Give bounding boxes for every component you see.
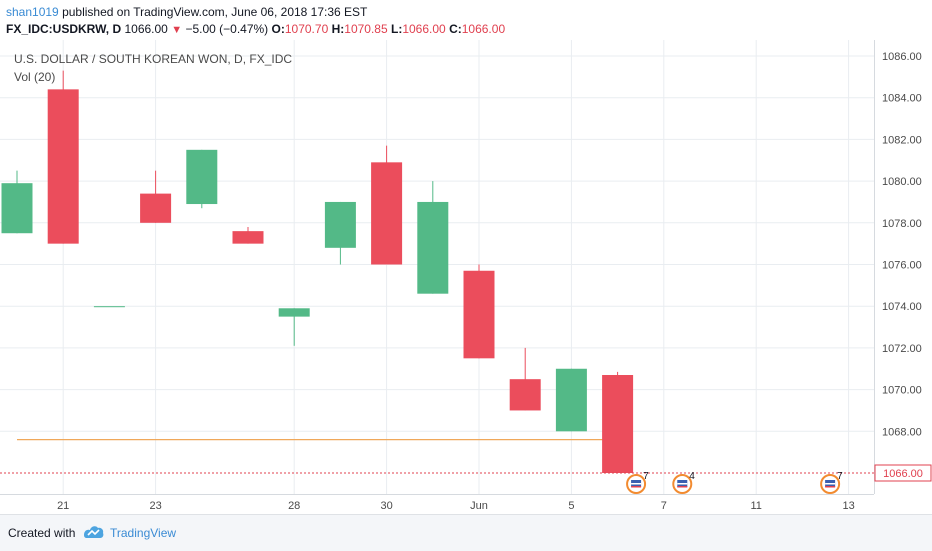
x-tick-label: 28 [288, 500, 300, 512]
chart-header: shan1019 published on TradingView.com, J… [0, 0, 932, 40]
x-tick-label: 21 [57, 500, 69, 512]
legend-volume[interactable]: Vol (20) [14, 70, 56, 84]
candlestick-chart[interactable]: 1068.00 1070.00 1072.00 1074.00 1076.00 1078.… [0, 40, 932, 514]
y-tick-label: 1078.00 [882, 218, 922, 230]
published-text: published on TradingView.com, June 06, 2… [62, 5, 368, 19]
candle-body[interactable] [463, 270, 495, 359]
footer-bar: Created with TradingView [0, 514, 932, 551]
x-tick-label: Jun [470, 500, 488, 512]
chart-legend: U.S. DOLLAR / SOUTH KOREAN WON, D, FX_ID… [14, 52, 292, 88]
us-flag-stripe [631, 486, 642, 488]
high-label: H: [331, 22, 345, 36]
open-value: 1070.70 [284, 22, 329, 36]
x-tick-label: 30 [380, 500, 392, 512]
candle-body[interactable] [140, 193, 172, 223]
created-with-text: Created with [8, 526, 76, 540]
candle-body[interactable] [371, 162, 403, 265]
event-count-label: 4 [689, 471, 695, 482]
chart-area[interactable]: 1068.00 1070.00 1072.00 1074.00 1076.00 1078.… [0, 40, 932, 514]
y-tick-label: 1080.00 [882, 176, 922, 188]
candle-body[interactable] [555, 368, 587, 432]
tradingview-logo-icon [84, 526, 104, 538]
candle-body[interactable] [1, 183, 33, 234]
candle-body[interactable] [324, 201, 356, 248]
down-arrow-icon: ▼ [171, 24, 183, 36]
x-tick-label: 11 [750, 500, 761, 512]
last-price-tag [874, 464, 932, 482]
close-value: 1066.00 [461, 22, 506, 36]
us-flag-stripe [677, 483, 688, 485]
y-tick-label: 1074.00 [882, 301, 922, 313]
candle-body[interactable] [509, 379, 541, 411]
y-tick-label: 1082.00 [882, 134, 922, 146]
y-tick-label: 1072.00 [882, 343, 922, 355]
low-value: 1066.00 [402, 22, 446, 36]
y-tick-label: 1070.00 [882, 385, 922, 397]
us-flag-stripe [677, 486, 688, 488]
y-tick-label: 1068.00 [882, 426, 922, 438]
us-flag-stripe [825, 483, 836, 485]
author-link[interactable]: shan1019 [6, 5, 59, 19]
us-flag-stripe [631, 483, 642, 485]
legend-title: U.S. DOLLAR / SOUTH KOREAN WON, D, FX_ID… [14, 52, 293, 66]
event-count-label: 7 [643, 471, 649, 482]
candle-body[interactable] [47, 89, 79, 244]
last-price: 1066.00 [124, 22, 168, 36]
ohlc-line: FX_IDC:USDKRW, D 1066.00 ▼ −5.00 (−0.47%… [6, 22, 505, 36]
low-label: L: [391, 22, 403, 36]
us-flag-stripe [825, 486, 836, 488]
close-label: C: [449, 22, 462, 36]
x-tick-label: 13 [842, 500, 854, 512]
candle-body[interactable] [602, 375, 634, 473]
candle-body[interactable] [186, 149, 218, 205]
candle-body[interactable] [232, 231, 264, 244]
x-tick-label: 23 [149, 500, 161, 512]
symbol-label: FX_IDC:USDKRW, D [6, 22, 122, 36]
publish-line: shan1019 published on TradingView.com, J… [6, 5, 367, 19]
x-tick-label: 5 [568, 500, 574, 512]
candle-body[interactable] [93, 306, 125, 308]
price-change: −5.00 (−0.47%) [185, 22, 269, 36]
y-tick-label: 1086.00 [882, 51, 922, 63]
high-value: 1070.85 [344, 22, 388, 36]
event-count-label: 7 [837, 471, 843, 482]
y-tick-label: 1076.00 [882, 260, 922, 272]
last-price-tag-label: 1066.00 [883, 468, 923, 480]
tradingview-brand-link[interactable]: TradingView [110, 526, 177, 540]
x-tick-label: 7 [661, 500, 667, 512]
y-tick-label: 1084.00 [882, 93, 922, 105]
open-label: O: [271, 22, 285, 36]
candle-body[interactable] [278, 308, 310, 317]
candle-body[interactable] [417, 201, 449, 294]
